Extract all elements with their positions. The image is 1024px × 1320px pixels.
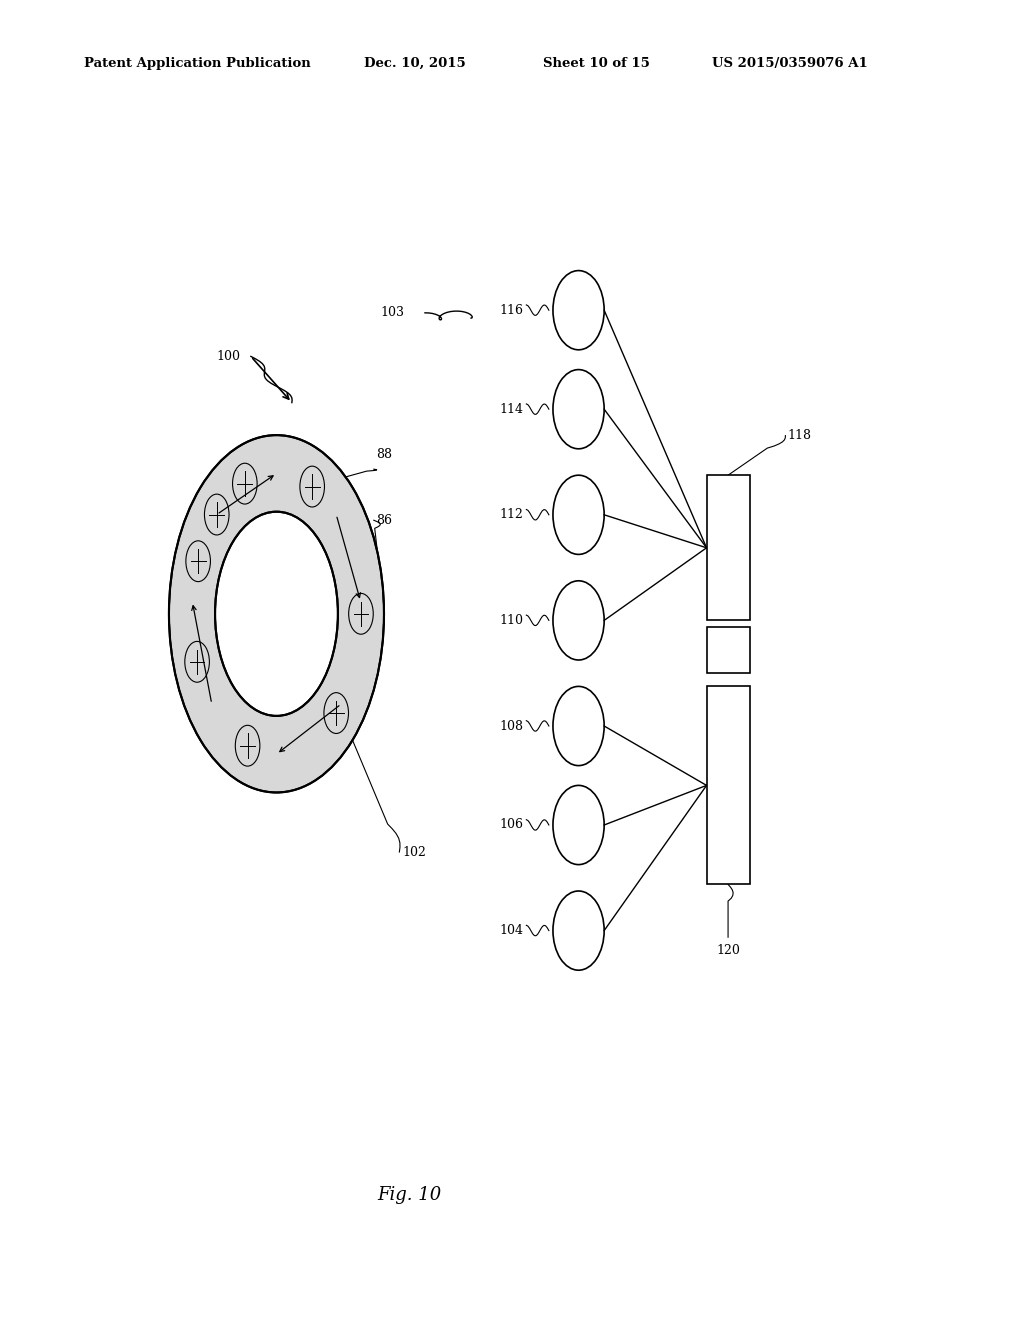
Text: 86: 86 (376, 513, 392, 527)
Text: 102: 102 (402, 846, 426, 858)
Text: 88: 88 (376, 447, 392, 461)
Text: 120: 120 (716, 944, 740, 957)
Text: 116: 116 (500, 304, 523, 317)
Text: Dec. 10, 2015: Dec. 10, 2015 (364, 57, 465, 70)
Text: 103: 103 (381, 306, 404, 319)
Bar (707, 475, 750, 620)
Text: 108: 108 (500, 719, 523, 733)
Bar (707, 686, 750, 884)
Text: 104: 104 (500, 924, 523, 937)
Text: 112: 112 (500, 508, 523, 521)
Text: 114: 114 (500, 403, 523, 416)
Text: US 2015/0359076 A1: US 2015/0359076 A1 (712, 57, 867, 70)
Polygon shape (169, 436, 384, 792)
Text: 100: 100 (217, 350, 241, 363)
Text: Patent Application Publication: Patent Application Publication (84, 57, 310, 70)
Text: 110: 110 (500, 614, 523, 627)
Text: 118: 118 (787, 429, 811, 442)
Text: 106: 106 (500, 818, 523, 832)
Bar (707, 627, 750, 673)
Text: Sheet 10 of 15: Sheet 10 of 15 (543, 57, 649, 70)
Text: Fig. 10: Fig. 10 (378, 1185, 441, 1204)
